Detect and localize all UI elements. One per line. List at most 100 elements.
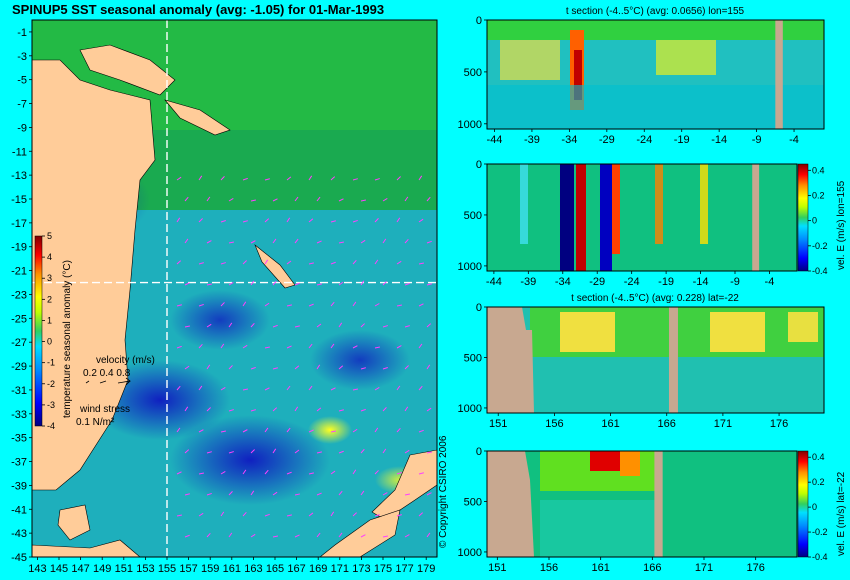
wind-vector [308,512,314,517]
wind-vector [272,448,277,454]
wind-vector [264,178,270,181]
p1-x-tick-label: -34 [561,134,577,146]
wind-vector [396,304,402,307]
map-x-tick-label: 165 [266,563,284,575]
wind-vector [418,472,424,475]
p2-x-tick-label: -34 [555,276,571,288]
p4-x-tick-label: 156 [540,562,558,574]
map-y-tick-label: -43 [11,528,27,540]
p3-title: t section (-4..5°C) (avg: 0.228) lat=-22 [571,293,739,304]
wind-vector [264,218,270,223]
p4-shelf-land [487,451,534,557]
map-x-tick-label: 167 [287,563,305,575]
map-y-tick-label: -35 [11,433,27,445]
wind-vector [396,345,402,349]
wind-vector [404,282,410,286]
wind-vector [382,367,388,370]
p4-colorbar-tick-label: 0.2 [812,477,825,487]
wind-vector [220,302,225,307]
map-section-lines [32,20,437,557]
map-x-tick-label: 161 [223,563,241,575]
map-wind-vectors [176,175,432,538]
wind-vector [396,471,402,475]
wind-vector [250,490,255,496]
wind-vector [316,283,322,286]
wind-vector [426,451,432,454]
map-x-tick-label: 175 [374,563,392,575]
wind-vector [198,175,203,181]
wind-vector [330,511,335,517]
p4-x-tick-label: 176 [746,562,764,574]
wind-vector [294,449,300,454]
map-x-tick-label: 179 [417,563,435,575]
p2-colorbar-tick-label: 0.2 [812,190,825,200]
map-y-tick-label: -39 [11,480,27,492]
p2-x-tick-label: -39 [520,276,536,288]
wind-vector [250,409,256,412]
wind-vector [338,532,343,538]
p4-deep-layer [540,500,660,557]
wind-vector [184,238,189,244]
p3-frame [486,306,825,414]
wind-vector [272,407,278,412]
wind-vector [228,532,233,538]
p4-colorbar-tick-label: 0.4 [812,452,825,462]
velocity-legend-values: 0.2 0.4 0.8 [83,368,131,379]
wind-vector [316,532,321,538]
p3-x-tick-label: 171 [714,418,732,430]
wind-vector [396,427,401,433]
p1-land-mask [775,20,783,129]
p2-westward-jet [560,164,574,271]
wind-vector [404,365,409,370]
wind-vector [242,344,248,349]
p4-colorbar-tick-label: -0.4 [812,552,828,562]
p4-eastward-jet [620,451,640,476]
wind-vector [374,386,380,391]
wind-vector [198,512,204,517]
wind-vector [426,196,431,202]
wind-vector [308,218,314,223]
wind-vector [250,240,256,244]
wind-vector [264,259,269,265]
wind-vector [176,427,181,433]
wind-vector [286,260,292,265]
wind-vector [418,303,424,307]
wind-vector [206,451,212,454]
temperature-section-lat: t section (-4..5°C) (avg: 0.228) lat=-22… [458,293,825,430]
wind-vector [404,534,410,538]
map-y-tick-label: -19 [11,242,27,254]
wind-vector [316,492,322,496]
map-y-tick-label: -37 [11,457,27,469]
wind-vector [316,240,322,244]
velocity-section-lon: 0.4 0.2 0 -0.2 -0.4 vel. E (m/s) lon=155 -44… [458,159,847,288]
wind-vector [242,469,247,475]
wind-vector [198,262,204,265]
p2-x-tick-label: -9 [730,276,740,288]
p1-frame [486,19,825,130]
wind-vector [294,493,300,496]
p4-colorbar-tick-label: -0.2 [812,527,828,537]
wind-vector [426,240,432,244]
p1-anomaly-core [574,50,582,100]
wind-vector [206,196,211,202]
wind-vector [308,303,314,307]
velocity-section-lat: 0.4 0.2 0 -0.2 -0.4 vel. E (m/s) lat=-22 151… [458,446,847,574]
wind-vector [242,429,248,433]
tasmania-landmass [57,504,91,541]
p2-eastward-jet [612,164,620,254]
p4-y-tick-label: 1000 [458,547,482,559]
p2-background [487,164,797,271]
p3-x-tick-label: 161 [601,418,619,430]
wind-vector [198,218,203,223]
map-y-tick-label: -17 [11,218,27,230]
wind-vector [198,343,203,349]
p2-eastward-jet [655,164,663,244]
p1-x-tick-label: -39 [524,134,540,146]
wind-vector [184,406,189,412]
velocity-legend-arrows [85,377,131,386]
wind-vector [382,448,387,454]
p4-y-axis: 0 500 1000 [458,446,487,559]
map-y-tick-label: -41 [11,504,27,516]
map-cold-eddy [170,415,330,505]
wind-vector [308,175,313,181]
